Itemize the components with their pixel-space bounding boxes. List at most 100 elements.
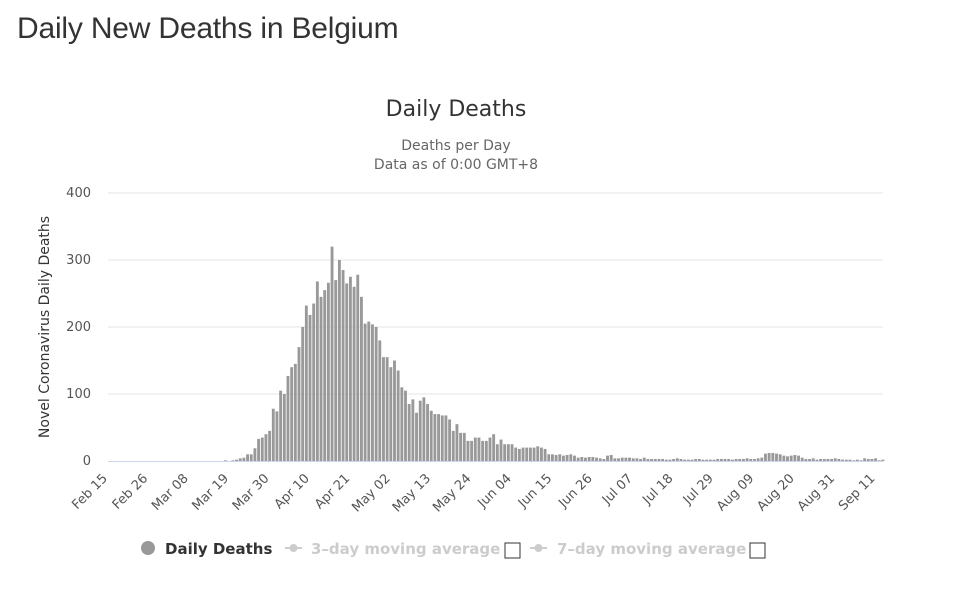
x-tick-label: Feb 26 (110, 471, 152, 513)
bar (257, 438, 261, 461)
x-tick-label: Jul 18 (639, 471, 676, 508)
x-tick-label: Jun 04 (475, 471, 515, 511)
x-tick-label: May 02 (349, 471, 393, 515)
bar (866, 458, 870, 461)
bar (271, 408, 275, 461)
legend-3day-checkbox[interactable] (504, 542, 521, 559)
bar (543, 448, 547, 461)
bar (775, 453, 778, 461)
x-tick-label: Feb 15 (69, 471, 111, 513)
bar (448, 419, 452, 461)
bar (690, 459, 694, 461)
bar (617, 458, 620, 461)
bar (874, 458, 878, 461)
bar (488, 437, 492, 461)
bar (224, 460, 227, 461)
bar (400, 387, 404, 461)
bar (385, 357, 389, 461)
bar (506, 444, 510, 461)
bar (848, 459, 852, 461)
bar (789, 455, 793, 461)
legend-3day-marker (289, 544, 298, 552)
bar (492, 434, 496, 461)
bar (352, 286, 356, 461)
bar (360, 296, 363, 461)
gridlines (108, 192, 883, 395)
y-tick-label: 300 (66, 253, 91, 268)
bar (606, 455, 609, 461)
bar (591, 456, 595, 461)
bar (514, 447, 518, 461)
bar (837, 458, 841, 461)
bar (415, 412, 418, 461)
y-tick-label: 0 (83, 454, 91, 469)
bar (477, 437, 481, 461)
bar (455, 424, 459, 461)
legend-7day-checkbox[interactable] (749, 542, 766, 559)
x-tick-label: Aug 20 (754, 471, 797, 514)
bar (282, 394, 286, 461)
bar (580, 456, 584, 461)
bar (764, 453, 767, 461)
legend-item-3day-average[interactable]: 3–day moving average (285, 540, 500, 558)
x-tick-label: Aug 31 (795, 471, 838, 514)
bar (650, 458, 654, 461)
bar-series (224, 246, 885, 461)
bar (301, 327, 305, 461)
bar (404, 390, 407, 461)
bar (517, 448, 521, 461)
x-tick-label: Mar 08 (149, 471, 192, 514)
bar (734, 458, 738, 461)
bar (279, 390, 283, 461)
bar (569, 454, 573, 461)
bar (624, 457, 628, 461)
x-tick-label: Jul 29 (680, 471, 717, 508)
bar (793, 454, 797, 461)
bar (877, 460, 881, 461)
bar (260, 437, 264, 461)
legend-item-7day-average[interactable]: 7–day moving average (530, 540, 746, 558)
bar (249, 454, 253, 461)
bar (844, 459, 848, 461)
x-tick-label: Apr 10 (272, 471, 313, 512)
chart-title: Daily Deaths (386, 97, 527, 122)
bar (833, 458, 837, 461)
bar (620, 457, 624, 461)
bar (304, 305, 308, 461)
bar (679, 458, 683, 461)
bar (238, 458, 242, 461)
bar (466, 440, 470, 461)
bar (782, 455, 786, 461)
bar (326, 282, 330, 461)
x-tick-label: May 13 (390, 471, 434, 515)
bar (308, 314, 312, 461)
bar (730, 459, 734, 461)
bar (573, 455, 576, 461)
bar (246, 454, 249, 461)
bar (855, 459, 859, 461)
bar (727, 458, 731, 461)
bar (484, 440, 488, 461)
bar (451, 430, 455, 461)
legend-item-daily-deaths[interactable]: Daily Deaths (141, 540, 272, 558)
bar (510, 444, 514, 461)
bar (367, 321, 371, 461)
bar (635, 458, 639, 461)
bar (378, 340, 382, 461)
bar (697, 458, 701, 461)
bar (778, 454, 782, 461)
bar (811, 458, 815, 461)
bar (749, 458, 753, 461)
bar (290, 367, 294, 461)
bar (712, 459, 716, 461)
bar (532, 447, 536, 461)
bar (558, 454, 562, 461)
bar (525, 447, 529, 461)
bar (797, 455, 800, 461)
bar (675, 458, 679, 461)
bar (315, 281, 319, 461)
bar (841, 459, 845, 461)
y-tick-label: 200 (66, 320, 91, 335)
bar (275, 411, 279, 461)
bar (319, 296, 323, 461)
